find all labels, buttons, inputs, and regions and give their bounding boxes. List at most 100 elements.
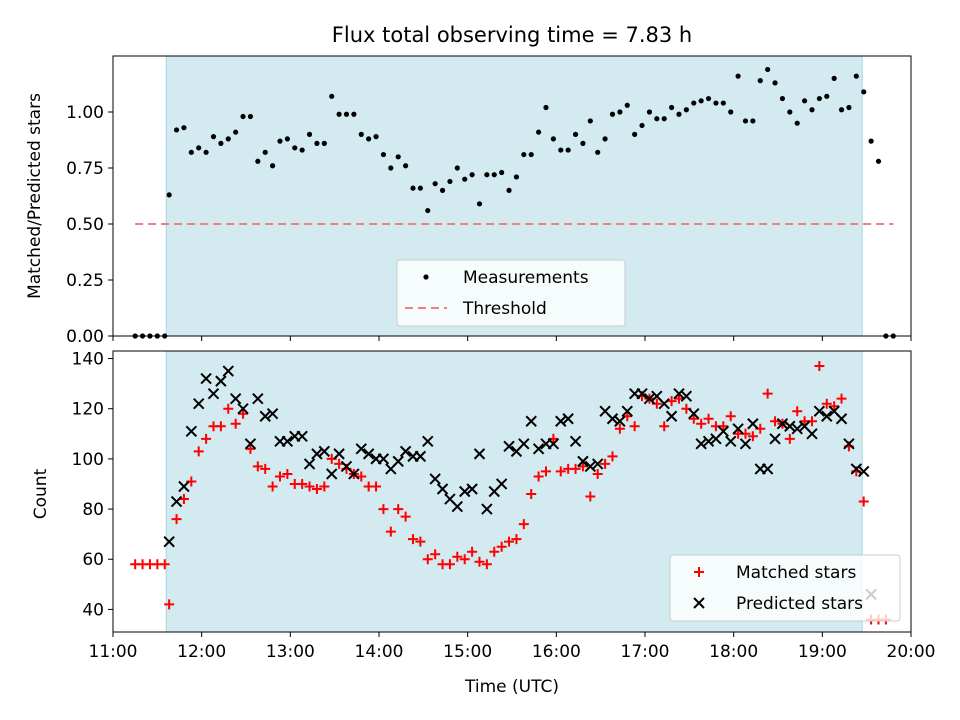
measurement-point bbox=[306, 131, 313, 137]
measurement-point bbox=[210, 134, 217, 140]
measurement-point bbox=[410, 185, 416, 191]
predicted-stars-point bbox=[747, 418, 759, 430]
legend-matched-swatch bbox=[694, 567, 704, 577]
matched-stars-point bbox=[629, 421, 640, 432]
matched-stars-point bbox=[696, 418, 707, 429]
predicted-stars-point bbox=[296, 430, 308, 443]
matched-stars-point bbox=[607, 451, 618, 462]
measurement-point bbox=[831, 75, 837, 81]
measurement-point bbox=[624, 102, 630, 108]
legend-label: Predicted stars bbox=[736, 594, 863, 614]
matched-stars-point bbox=[659, 421, 670, 432]
x-tick-label: 20:00 bbox=[887, 642, 936, 662]
y-tick-label: 100 bbox=[72, 450, 104, 470]
measurement-point bbox=[646, 109, 653, 115]
matched-stars-point bbox=[555, 466, 566, 477]
predicted-stars-point bbox=[451, 500, 464, 513]
predicted-stars-point bbox=[518, 438, 530, 450]
legend-box bbox=[669, 554, 901, 622]
measurement-point bbox=[543, 104, 549, 111]
matched-stars-point bbox=[245, 443, 256, 454]
matched-stars-point bbox=[585, 491, 596, 502]
legend: Measurements Threshold bbox=[396, 259, 626, 327]
matched-stars-point bbox=[311, 483, 322, 494]
x-tick-label: 12:00 bbox=[177, 642, 226, 662]
bottom-y-axis-label: Count bbox=[31, 468, 51, 519]
y-tick-label: 40 bbox=[82, 600, 104, 620]
y-tick-label: 0.50 bbox=[66, 215, 104, 235]
chart-title: Flux total observing time = 7.83 h bbox=[332, 23, 692, 47]
matched-stars-point bbox=[385, 526, 396, 537]
predicted-stars-point bbox=[584, 460, 597, 473]
measurement-point bbox=[314, 140, 320, 146]
predicted-stars-point bbox=[259, 410, 271, 422]
x-axis-label: Time (UTC) bbox=[464, 677, 559, 697]
y-tick-label: 120 bbox=[72, 400, 104, 420]
matched-stars-point bbox=[371, 481, 382, 492]
measurement-point bbox=[277, 138, 283, 144]
matched-stars-point bbox=[430, 549, 441, 560]
predicted-stars-point bbox=[850, 463, 863, 475]
matched-stars-point bbox=[577, 461, 588, 472]
measurement-point bbox=[705, 95, 712, 102]
matched-stars-point bbox=[858, 496, 869, 507]
measurement-point bbox=[380, 151, 387, 158]
predicted-stars-point bbox=[281, 435, 294, 448]
matched-stars-point bbox=[518, 519, 529, 530]
measurement-point bbox=[587, 118, 593, 124]
measurement-point bbox=[550, 136, 556, 142]
x-tick-label: 18:00 bbox=[709, 642, 758, 662]
measurement-point bbox=[720, 100, 726, 106]
top-panel: 0.00 0.25 0.50 0.75 1.00 Measurements Threshol… bbox=[66, 55, 912, 347]
predicted-stars-point bbox=[200, 372, 212, 385]
predicted-stars-point bbox=[481, 503, 493, 515]
measurement-point bbox=[713, 100, 719, 106]
predicted-stars-point bbox=[614, 415, 626, 427]
measurement-point bbox=[750, 118, 756, 124]
measurement-point bbox=[233, 129, 239, 135]
measurement-point bbox=[868, 138, 874, 144]
predicted-stars-point bbox=[658, 397, 670, 410]
axes-frame bbox=[112, 350, 912, 633]
matched-stars-point bbox=[164, 599, 175, 610]
measurement-point bbox=[181, 125, 187, 131]
predicted-stars-point bbox=[562, 413, 574, 425]
predicted-stars-point bbox=[178, 480, 190, 493]
measurement-point bbox=[506, 187, 512, 193]
measurement-point bbox=[188, 149, 194, 155]
x-tick-label: 16:00 bbox=[532, 642, 581, 662]
predicted-stars-point bbox=[459, 485, 471, 498]
matched-stars-point bbox=[159, 559, 170, 570]
predicted-stars-point bbox=[791, 423, 803, 435]
predicted-stars-point bbox=[769, 433, 781, 445]
measurement-point bbox=[669, 104, 675, 111]
matched-stars-point bbox=[215, 421, 226, 432]
matched-stars-point bbox=[784, 433, 795, 444]
predicted-stars-point bbox=[252, 392, 264, 405]
measurement-point bbox=[875, 158, 882, 164]
predicted-stars-point bbox=[311, 448, 323, 460]
predicted-stars-point bbox=[761, 463, 774, 475]
matched-stars-point bbox=[725, 411, 736, 422]
predicted-stars-point bbox=[414, 450, 427, 463]
measurement-point bbox=[373, 134, 379, 140]
matched-stars-point bbox=[821, 398, 832, 409]
measurement-point bbox=[513, 174, 520, 180]
measurement-point bbox=[476, 201, 483, 207]
predicted-stars-point bbox=[237, 402, 249, 415]
measurement-point bbox=[809, 107, 815, 113]
matched-stars-point bbox=[489, 546, 500, 557]
measurement-point bbox=[225, 136, 231, 142]
matched-stars-point bbox=[223, 403, 234, 414]
matched-stars-point bbox=[673, 393, 684, 404]
measurement-point bbox=[343, 111, 350, 117]
matched-stars-point bbox=[378, 504, 389, 515]
predicted-stars-point bbox=[193, 397, 205, 410]
y-tick-label: 0.25 bbox=[66, 271, 104, 291]
y-tick-label: 0.00 bbox=[66, 327, 104, 347]
predicted-stars-point bbox=[362, 448, 375, 460]
matched-stars-point bbox=[511, 534, 522, 545]
measurement-point bbox=[336, 111, 342, 117]
measurement-point bbox=[166, 192, 172, 198]
matched-stars-point bbox=[829, 401, 840, 412]
